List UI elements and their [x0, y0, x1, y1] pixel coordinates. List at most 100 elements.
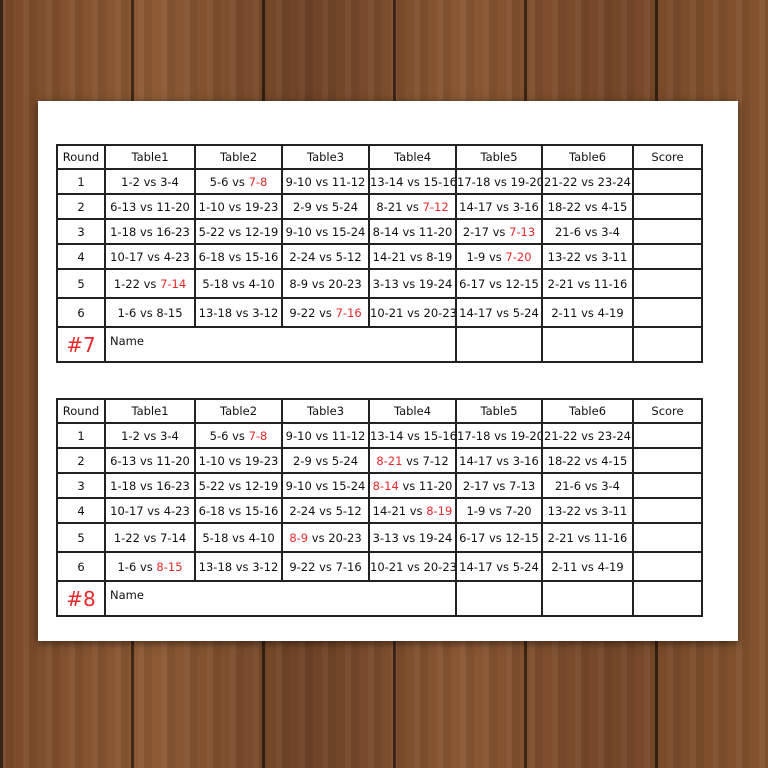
- vs-label: vs: [584, 453, 598, 468]
- pair-a: 10-17: [110, 249, 144, 264]
- score-cell[interactable]: [632, 580, 703, 617]
- match-cell: 10-21 vs 20-23: [368, 551, 457, 582]
- vs-label: vs: [584, 224, 598, 239]
- vs-label: vs: [577, 276, 591, 291]
- match-cell: 1-22 vs 7-14: [104, 522, 196, 553]
- pair-a: 5-6: [209, 174, 229, 189]
- match-cell: 8-9 vs 20-23: [281, 522, 370, 553]
- match-cell: 5-18 vs 4-10: [194, 268, 283, 299]
- pair-a: 8-21: [376, 453, 403, 468]
- pair-b: 15-16: [244, 249, 279, 264]
- pair-a: 1-6: [117, 305, 137, 320]
- round-number: 3: [56, 218, 106, 245]
- score-cell[interactable]: [632, 497, 703, 524]
- blank-cell: [455, 580, 543, 617]
- match-cell: 10-17 vs 4-23: [104, 497, 196, 524]
- vs-label: vs: [577, 530, 591, 545]
- score-cell[interactable]: [632, 243, 703, 270]
- vs-label: vs: [315, 428, 329, 443]
- pair-a: 5-22: [198, 478, 225, 493]
- vs-label: vs: [584, 199, 598, 214]
- sheet-number: #8: [56, 580, 106, 617]
- score-cell[interactable]: [632, 168, 703, 195]
- pair-a: 8-9: [289, 530, 309, 545]
- pair-b: 15-24: [331, 224, 366, 239]
- name-label: Name: [110, 588, 144, 602]
- vs-label: vs: [232, 530, 245, 545]
- match-cell: 1-9 vs 7-20: [455, 243, 543, 270]
- score-cell[interactable]: [632, 447, 703, 474]
- match-cell: 5-22 vs 12-19: [194, 218, 283, 245]
- name-field[interactable]: Name: [104, 326, 457, 363]
- round-row: 4 10-17 vs 4-23 6-18 vs 15-16 2-24 vs 5-12 1…: [56, 497, 703, 524]
- pair-a: 21-22: [544, 428, 578, 443]
- pair-a: 3-13: [372, 276, 399, 291]
- match-cell: 2-17 vs 7-13: [455, 472, 543, 499]
- vs-label: vs: [584, 249, 598, 264]
- pair-a: 10-21: [370, 305, 404, 320]
- round-row: 5 1-22 vs 7-14 5-18 vs 4-10 8-9 vs 20-23 3-1…: [56, 522, 703, 553]
- match-cell: 1-2 vs 3-4: [104, 168, 196, 195]
- round-row: 4 10-17 vs 4-23 6-18 vs 15-16 2-24 vs 5-12 1…: [56, 243, 703, 270]
- match-cell: 14-17 vs 5-24: [455, 297, 543, 328]
- round-number: 6: [56, 551, 106, 582]
- pair-b: 5-12: [335, 503, 362, 518]
- score-cell[interactable]: [632, 268, 703, 299]
- pair-a: 21-6: [554, 224, 582, 239]
- match-cell: 14-21 vs 8-19: [368, 243, 457, 270]
- pair-a: 6-17: [459, 276, 486, 291]
- vs-label: vs: [402, 276, 416, 291]
- pair-b: 11-16: [593, 276, 628, 291]
- round-number: 1: [56, 422, 106, 449]
- vs-label: vs: [494, 174, 507, 189]
- score-cell[interactable]: [632, 422, 703, 449]
- pair-a: 14-21: [372, 503, 407, 518]
- score-cell[interactable]: [632, 326, 703, 363]
- match-cell: 1-2 vs 3-4: [104, 422, 196, 449]
- vs-label: vs: [228, 453, 242, 468]
- vs-label: vs: [492, 478, 506, 493]
- match-cell: 13-22 vs 3-11: [541, 243, 634, 270]
- pair-b: 4-19: [597, 305, 624, 320]
- pair-a: 14-21: [372, 249, 407, 264]
- vs-label: vs: [406, 453, 419, 468]
- match-cell: 21-6 vs 3-4: [541, 218, 634, 245]
- pair-a: 21-22: [544, 174, 578, 189]
- schedule-sheet: Round Table1 Table2 Table3 Table4 Table5 Table…: [38, 101, 738, 641]
- vs-label: vs: [409, 503, 423, 518]
- vs-label: vs: [319, 559, 332, 574]
- sheet-number: #7: [56, 326, 106, 363]
- match-cell: 2-24 vs 5-12: [281, 497, 370, 524]
- vs-label: vs: [139, 224, 153, 239]
- round-row: 2 6-13 vs 11-20 1-10 vs 19-23 2-9 vs 5-24 8-…: [56, 447, 703, 474]
- score-cell[interactable]: [632, 218, 703, 245]
- pair-a: 6-17: [459, 530, 486, 545]
- vs-label: vs: [235, 559, 249, 574]
- score-cell[interactable]: [632, 551, 703, 582]
- score-cell[interactable]: [632, 193, 703, 220]
- vs-label: vs: [232, 428, 245, 443]
- column-header: Table5: [455, 144, 543, 170]
- pair-a: 2-17: [462, 478, 489, 493]
- pair-a: 13-18: [198, 305, 233, 320]
- pair-b: 16-23: [156, 224, 190, 239]
- round-row: 3 1-18 vs 16-23 5-22 vs 12-19 9-10 vs 15-24…: [56, 472, 703, 499]
- score-cell[interactable]: [632, 522, 703, 553]
- pair-b: 20-23: [423, 559, 456, 574]
- match-cell: 9-10 vs 15-24: [281, 472, 370, 499]
- match-cell: 3-13 vs 19-24: [368, 522, 457, 553]
- score-cell[interactable]: [632, 472, 703, 499]
- match-cell: 14-21 vs 8-19: [368, 497, 457, 524]
- match-cell: 1-18 vs 16-23: [104, 218, 196, 245]
- round-row: 3 1-18 vs 16-23 5-22 vs 12-19 9-10 vs 15-24…: [56, 218, 703, 245]
- pair-a: 18-22: [547, 453, 582, 468]
- column-header: Table1: [104, 144, 196, 170]
- pair-b: 4-15: [601, 453, 628, 468]
- score-cell[interactable]: [632, 297, 703, 328]
- vs-label: vs: [496, 199, 510, 214]
- name-field[interactable]: Name: [104, 580, 457, 617]
- pair-a: 9-10: [285, 174, 312, 189]
- match-cell: 21-22 vs 23-24: [541, 422, 634, 449]
- vs-label: vs: [139, 305, 153, 320]
- pair-b: 8-19: [426, 503, 453, 518]
